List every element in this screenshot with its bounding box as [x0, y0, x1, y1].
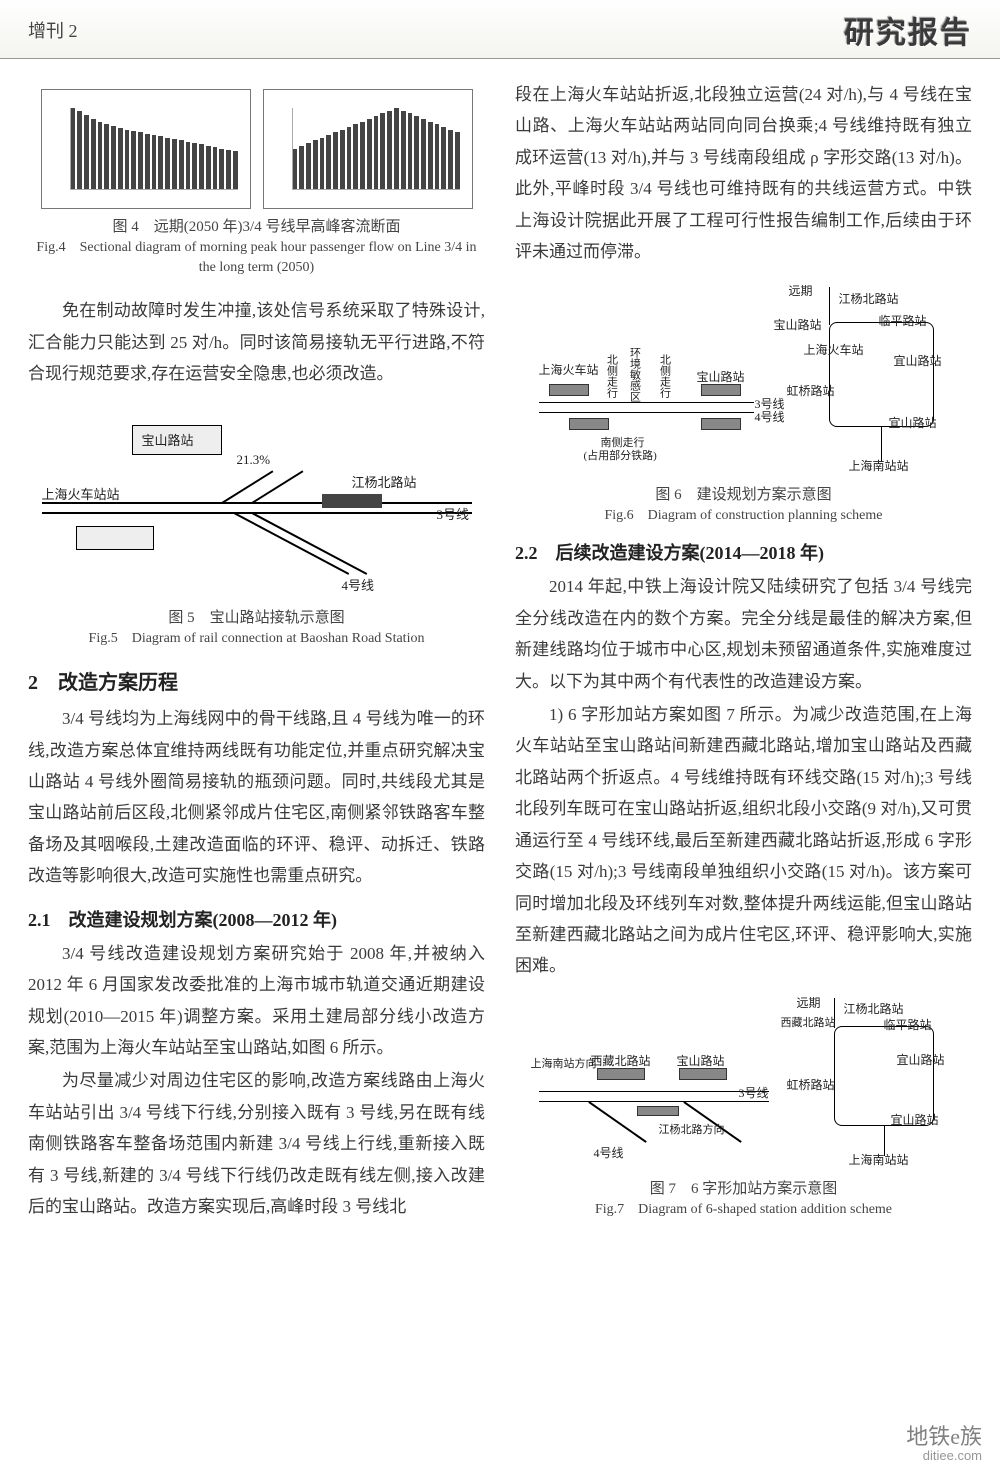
fig7-linping-label: 临平路站 [884, 1016, 932, 1033]
fig6-blk4 [701, 418, 741, 430]
fig5-track-2 [42, 512, 472, 514]
watermark-line1: 地铁e族 [906, 1425, 982, 1449]
right-p3: 1) 6 字形加站方案如图 7 所示。为减少改造范围,在上海火车站站至宝山路站间… [515, 699, 972, 982]
fig6-loop [829, 322, 934, 427]
fig6-baoshan3-label: 宝山路站 [697, 368, 745, 385]
fig6-caption-en: Fig.6 Diagram of construction planning s… [515, 506, 972, 526]
fig5-shsta-label: 上海火车站站 [42, 484, 120, 503]
fig5-switch-3 [233, 512, 349, 575]
fig7-xizang-label: 西藏北路站 [781, 1018, 836, 1029]
fig6-jiangyang-label: 江杨北路站 [839, 290, 899, 307]
fig6-line4-label: 4号线 [755, 408, 785, 425]
content: 图 4 远期(2050 年)3/4 号线早高峰客流断面 Fig.4 Sectio… [0, 59, 1000, 1265]
fig7-caption-en: Fig.7 Diagram of 6-shaped station additi… [515, 1200, 972, 1220]
fig6-yishan-label: 宜山路站 [894, 352, 942, 369]
fig7-yuanqi-label: 远期 [797, 994, 821, 1011]
fig7-yishan-label: 宜山路站 [897, 1051, 945, 1068]
fig5-switch-1 [221, 470, 273, 503]
fig5-line3-label: 3号线 [437, 504, 470, 523]
fig6-baoshan2-label: 宝山路站 [774, 316, 822, 333]
fig7-diagram: 远期 江杨北路站 临平路站 西藏北路站 宜山路站 虹桥路站 宜山路站 上海南站站… [529, 996, 959, 1171]
left-column: 图 4 远期(2050 年)3/4 号线早高峰客流断面 Fig.4 Sectio… [28, 79, 485, 1225]
fig7-blk2 [679, 1068, 727, 1080]
fig5-switch-2 [251, 470, 303, 503]
fig6-blk3 [569, 418, 609, 430]
fig6-north-branch [829, 287, 831, 325]
fig6-blk2 [701, 384, 741, 396]
right-p2: 2014 年起,中铁上海设计院又陆续研究了包括 3/4 号线完全分线改造在内的数… [515, 571, 972, 697]
fig7-track-a [539, 1091, 769, 1093]
fig5-switch-4 [251, 512, 367, 575]
fig5-jiangyang-label: 江杨北路站 [352, 472, 417, 491]
heading-2: 2 改造方案历程 [28, 666, 485, 695]
right-column: 段在上海火车站站折返,北段独立运营(24 对/h),与 4 号线在宝山路、上海火… [515, 79, 972, 1225]
fig5-line4-label: 4号线 [342, 575, 375, 594]
fig6-diagram: 远期 江杨北路站 临平路站 宝山路站 上海火车站 宜山路站 虹桥路站 宜山路站 … [529, 282, 959, 477]
left-p2: 3/4 号线均为上海线网中的骨干线路,且 4 号线为唯一的环线,改造方案总体宜维… [28, 703, 485, 892]
fig4-charts [28, 89, 485, 209]
fig7-hongqiao-label: 虹桥路站 [787, 1076, 835, 1093]
fig7-diag-2 [683, 1101, 741, 1142]
fig6-yuanqi-label: 远期 [789, 282, 813, 299]
fig7-blk1 [597, 1068, 645, 1080]
section-label: 研究报告 [844, 8, 972, 52]
fig6-yishan2-label: 宜山路站 [889, 414, 937, 431]
right-p1: 段在上海火车站站折返,北段独立运营(24 对/h),与 4 号线在宝山路、上海火… [515, 79, 972, 268]
fig7-jiangyang-label: 江杨北路站 [844, 1000, 904, 1017]
fig6-shnan-label: 上海南站站 [849, 457, 909, 474]
fig7-jyfx-label: 江杨北路方向 [659, 1124, 725, 1136]
fig5-diagram: 宝山路站 21.3% 上海火车站站 江杨北路站 3号线 4号线 [42, 410, 472, 600]
fig6-linping-label: 临平路站 [879, 312, 927, 329]
fig5-platform-block [322, 494, 382, 508]
fig6-shtrain2-label: 上海火车站 [539, 364, 599, 377]
fig6-huanjing-label: 环境敏感区 [627, 347, 643, 402]
fig7-yishan2-label: 宜山路站 [891, 1111, 939, 1128]
fig5-baoshan-label: 宝山路站 [142, 430, 194, 449]
watermark-line2: ditiee.com [906, 1449, 982, 1463]
watermark: 地铁e族 ditiee.com [906, 1425, 982, 1463]
left-p3: 3/4 号线改造建设规划方案研究始于 2008 年,并被纳入 2012 年 6 … [28, 938, 485, 1064]
fig6-blk1 [549, 384, 589, 396]
page-header: 增刊 2 研究报告 [0, 0, 1000, 59]
fig6-track-a [539, 402, 754, 404]
fig6-shtrain-label: 上海火车站 [804, 344, 864, 357]
fig6-beice2-label: 北侧走行 [657, 354, 673, 398]
fig7-line3-label: 3号线 [739, 1084, 769, 1101]
fig7-caption-zh: 图 7 6 字形加站方案示意图 [515, 1177, 972, 1198]
fig7-track-b [539, 1101, 769, 1103]
fig4-chart-right [263, 89, 473, 209]
fig7-shnan-label: 上海南站站 [849, 1151, 909, 1168]
fig5-south-platform [76, 526, 154, 550]
fig4-caption-en: Fig.4 Sectional diagram of morning peak … [28, 238, 485, 277]
fig4-caption-zh: 图 4 远期(2050 年)3/4 号线早高峰客流断面 [28, 215, 485, 236]
fig4-chart-left [41, 89, 251, 209]
fig5-track-1 [42, 502, 472, 504]
fig5-percent-label: 21.3% [237, 452, 271, 468]
fig7-baoshan-label: 宝山路站 [677, 1052, 725, 1069]
fig6-beice-label: 北侧走行 [604, 354, 620, 398]
fig5-caption-en: Fig.5 Diagram of rail connection at Baos… [28, 629, 485, 649]
fig6-track-b [539, 412, 754, 414]
heading-2-2: 2.2 后续改造建设方案(2014—2018 年) [515, 539, 972, 565]
fig6-zhanyong-label: (占用部分铁路) [584, 447, 657, 463]
heading-2-1: 2.1 改造建设规划方案(2008—2012 年) [28, 906, 485, 932]
fig7-blk3 [637, 1106, 679, 1116]
fig7-xizang2-label: 西藏北路站 [591, 1052, 651, 1069]
fig5-caption-zh: 图 5 宝山路站接轨示意图 [28, 606, 485, 627]
left-p4: 为尽量减少对周边住宅区的影响,改造方案线路由上海火车站站引出 3/4 号线下行线… [28, 1065, 485, 1222]
fig7-shnanfx-label: 上海南站方向 [531, 1058, 597, 1070]
left-p1: 免在制动故障时发生冲撞,该处信号系统采取了特殊设计,汇合能力只能达到 25 对/… [28, 295, 485, 389]
issue-label: 增刊 2 [28, 17, 78, 43]
fig6-hongqiao-label: 虹桥路站 [787, 382, 835, 399]
fig7-line4-label: 4号线 [594, 1144, 624, 1161]
fig6-caption-zh: 图 6 建设规划方案示意图 [515, 483, 972, 504]
